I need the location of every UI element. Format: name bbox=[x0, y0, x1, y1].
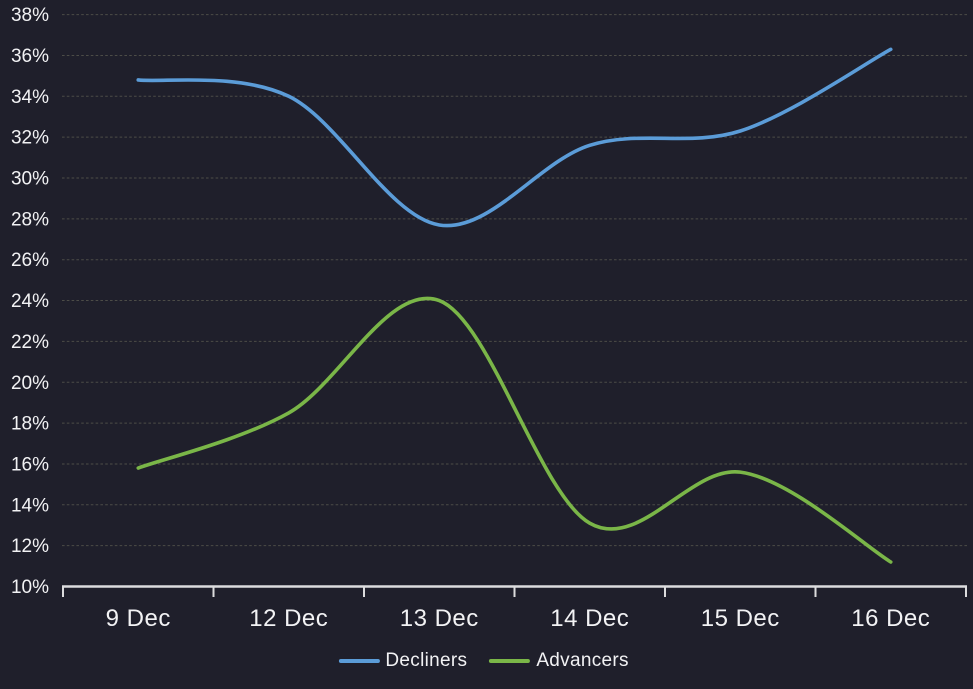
advancers-legend-label: Advancers bbox=[536, 650, 629, 671]
y-axis-tick-label: 34% bbox=[11, 87, 49, 108]
y-axis-tick-label: 18% bbox=[11, 414, 49, 435]
y-axis-tick-label: 28% bbox=[11, 209, 49, 230]
decliners-legend-label: Decliners bbox=[385, 650, 468, 671]
y-axis-tick-label: 20% bbox=[11, 373, 49, 394]
legend: Decliners Advancers bbox=[338, 650, 628, 672]
advancers-series-line bbox=[136, 296, 893, 564]
x-axis-tick-label: 9 Dec bbox=[106, 605, 171, 632]
x-axis-tick-label: 12 Dec bbox=[249, 605, 328, 632]
y-axis-tick-label: 12% bbox=[11, 536, 49, 557]
y-axis-tick-label: 36% bbox=[11, 46, 49, 67]
x-axis-tick-label: 16 Dec bbox=[851, 605, 930, 632]
legend-item-advancers[interactable]: Advancers bbox=[489, 650, 628, 672]
decliners-series-line bbox=[136, 47, 893, 228]
y-axis-tick-label: 14% bbox=[11, 495, 49, 516]
y-axis-tick-label: 30% bbox=[11, 169, 49, 190]
advancers-line-swatch bbox=[489, 658, 531, 664]
y-axis-tick-label: 32% bbox=[11, 128, 49, 149]
y-axis-tick-label: 38% bbox=[11, 5, 49, 26]
x-axis-tick-label: 13 Dec bbox=[400, 605, 479, 632]
x-axis-tick-label: 14 Dec bbox=[550, 605, 629, 632]
y-axis-tick-label: 26% bbox=[11, 250, 49, 271]
y-axis-tick-label: 10% bbox=[11, 577, 49, 598]
x-axis-tick-label: 15 Dec bbox=[701, 605, 780, 632]
y-axis-tick-label: 22% bbox=[11, 332, 49, 353]
legend-item-decliners[interactable]: Decliners bbox=[338, 650, 467, 672]
y-axis-tick-label: 24% bbox=[11, 291, 49, 312]
decliners-line-swatch bbox=[338, 658, 380, 664]
y-axis-tick-label: 16% bbox=[11, 454, 49, 475]
